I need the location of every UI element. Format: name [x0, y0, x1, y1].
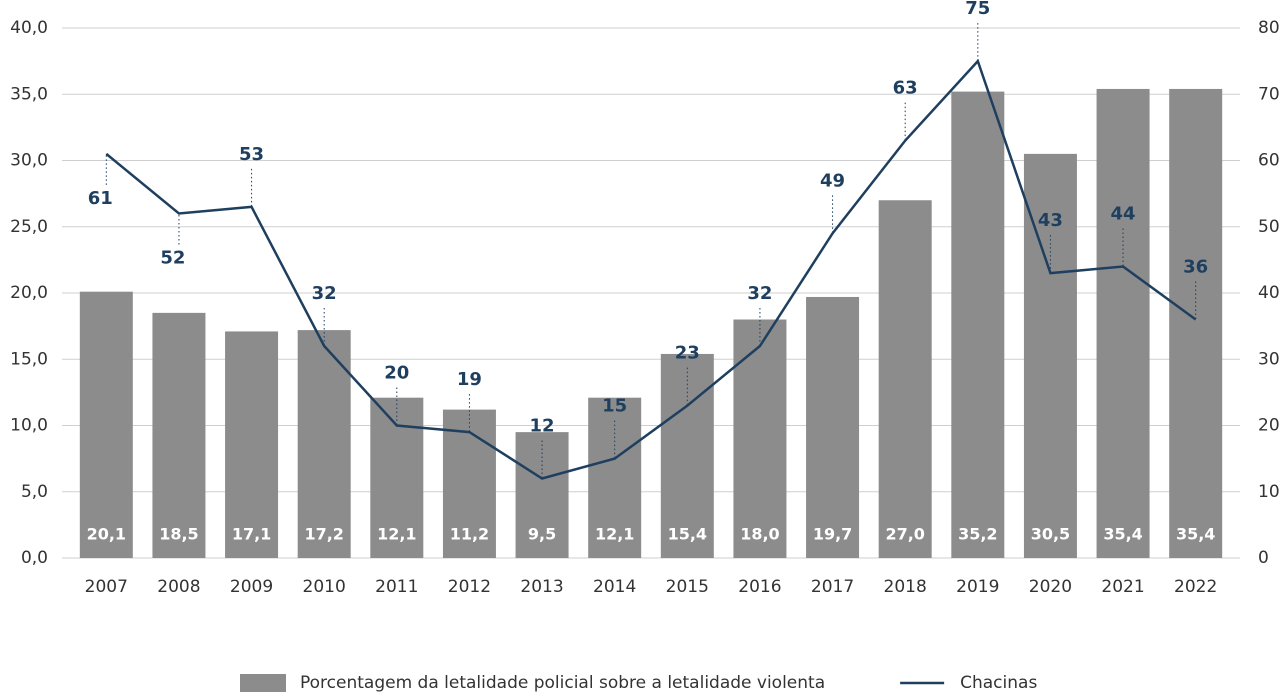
x-tick-label: 2011 [375, 577, 418, 597]
x-tick-label: 2007 [85, 577, 128, 597]
line-value-label: 32 [312, 283, 337, 304]
line-value-label: 32 [747, 283, 772, 304]
legend-label: Chacinas [960, 673, 1037, 693]
bar-value-label: 12,1 [377, 525, 416, 544]
x-tick-label: 2017 [811, 577, 854, 597]
y-tick-label: 20,0 [10, 283, 48, 303]
bar [1096, 88, 1150, 558]
bar [225, 331, 279, 558]
legend-swatch [240, 674, 286, 692]
bar [79, 291, 133, 558]
y-tick-label: 25,0 [10, 217, 48, 237]
line-value-label: 36 [1183, 257, 1208, 278]
bar-value-label: 35,2 [958, 525, 997, 544]
x-tick-label: 2014 [593, 577, 636, 597]
x-tick-label: 2020 [1029, 577, 1072, 597]
bar-value-label: 35,4 [1176, 525, 1215, 544]
y-tick-label: 0,0 [21, 548, 48, 568]
x-tick-label: 2008 [157, 577, 200, 597]
line-value-label: 43 [1038, 210, 1063, 231]
x-tick-label: 2012 [448, 577, 491, 597]
bar-value-label: 18,0 [740, 525, 779, 544]
line-value-label: 53 [239, 144, 264, 165]
bar-value-label: 17,2 [304, 525, 343, 544]
y-tick-label: 5,0 [21, 482, 48, 502]
x-tick-label: 2010 [303, 577, 346, 597]
bar-value-label: 19,7 [813, 525, 852, 544]
y2-tick-label: 70 [1258, 84, 1279, 104]
bar [951, 91, 1005, 558]
bar-value-label: 11,2 [450, 525, 489, 544]
x-tick-label: 2022 [1174, 577, 1217, 597]
x-tick-label: 2016 [738, 577, 781, 597]
y2-tick-label: 40 [1258, 283, 1279, 303]
legend-label: Porcentagem da letalidade policial sobre… [300, 673, 825, 693]
line-value-label: 61 [88, 188, 113, 209]
line-value-label: 75 [965, 0, 990, 19]
x-tick-label: 2013 [520, 577, 563, 597]
line-value-label: 63 [893, 78, 918, 99]
bar [1169, 88, 1223, 558]
y-tick-label: 10,0 [10, 416, 48, 436]
bar [297, 330, 351, 558]
line-value-label: 15 [602, 396, 627, 417]
y2-tick-label: 80 [1258, 18, 1279, 38]
line-value-label: 44 [1111, 204, 1136, 225]
bar-value-label: 30,5 [1031, 525, 1070, 544]
bar [588, 397, 642, 558]
y2-tick-label: 60 [1258, 151, 1279, 171]
bar-value-label: 17,1 [232, 525, 271, 544]
x-tick-label: 2009 [230, 577, 273, 597]
line-value-label: 23 [675, 343, 700, 364]
bar-value-label: 20,1 [87, 525, 126, 544]
y-tick-label: 40,0 [10, 18, 48, 38]
bar [806, 296, 860, 558]
y2-tick-label: 10 [1258, 482, 1279, 502]
y2-tick-label: 0 [1258, 548, 1269, 568]
y-tick-label: 35,0 [10, 84, 48, 104]
line-value-label: 20 [384, 363, 409, 384]
x-tick-label: 2015 [666, 577, 709, 597]
bar-value-label: 15,4 [668, 525, 707, 544]
bar [152, 312, 206, 558]
line-value-label: 12 [530, 416, 555, 437]
x-tick-label: 2018 [884, 577, 927, 597]
line-value-label: 19 [457, 369, 482, 390]
bar-value-label: 18,5 [159, 525, 198, 544]
bar [733, 319, 787, 558]
line-value-label: 52 [160, 248, 185, 269]
bar-value-label: 27,0 [885, 525, 924, 544]
line [105, 58, 1197, 480]
line-value-label: 49 [820, 170, 845, 191]
bar-value-label: 35,4 [1103, 525, 1142, 544]
x-tick-label: 2019 [956, 577, 999, 597]
y2-tick-label: 50 [1258, 217, 1279, 237]
y2-tick-label: 20 [1258, 416, 1279, 436]
y-tick-label: 30,0 [10, 151, 48, 171]
bar [878, 200, 932, 558]
y-tick-label: 15,0 [10, 349, 48, 369]
x-tick-label: 2021 [1101, 577, 1144, 597]
bar-value-label: 12,1 [595, 525, 634, 544]
bar-value-label: 9,5 [528, 525, 556, 544]
y2-tick-label: 30 [1258, 349, 1279, 369]
bar [442, 409, 496, 558]
